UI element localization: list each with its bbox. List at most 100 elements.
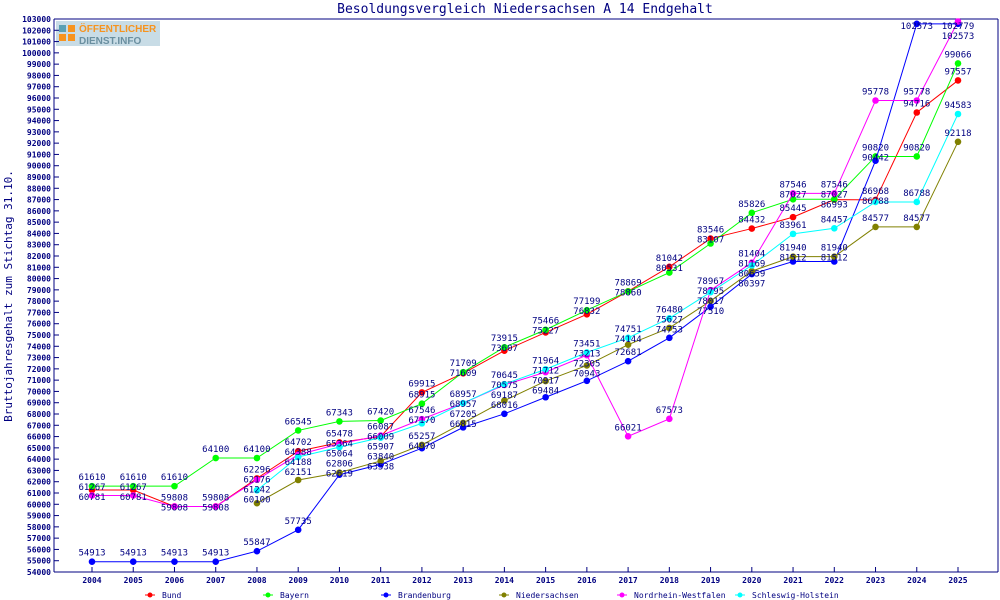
data-point bbox=[583, 377, 591, 385]
data-label: 61610 bbox=[78, 473, 105, 483]
data-label: 81404 bbox=[738, 250, 765, 260]
data-label: 64702 bbox=[285, 438, 312, 448]
data-point bbox=[830, 224, 838, 232]
data-label: 99066 bbox=[944, 50, 971, 60]
data-label: 60781 bbox=[78, 493, 105, 503]
data-point bbox=[830, 190, 838, 197]
data-label: 68957 bbox=[450, 390, 477, 400]
y-tick-label: 62000 bbox=[27, 478, 51, 487]
series-line bbox=[256, 113, 959, 491]
data-labels: 6161061267607815491361610612676078154913… bbox=[78, 22, 974, 559]
data-point bbox=[789, 213, 797, 221]
data-point bbox=[542, 365, 549, 373]
data-point bbox=[88, 492, 96, 499]
data-point bbox=[583, 362, 591, 369]
series-schleswig-holstein bbox=[253, 110, 962, 494]
data-point bbox=[872, 157, 879, 165]
data-point bbox=[789, 190, 797, 197]
data-point bbox=[789, 230, 797, 238]
data-label: 80659 bbox=[738, 270, 765, 280]
data-label: 66815 bbox=[450, 420, 477, 430]
data-point bbox=[666, 415, 673, 423]
y-tick-label: 90000 bbox=[27, 162, 51, 171]
data-label: 61610 bbox=[161, 473, 188, 483]
y-tick-label: 95000 bbox=[27, 105, 51, 114]
y-tick-label: 81000 bbox=[27, 263, 51, 272]
data-label: 64388 bbox=[285, 448, 312, 458]
x-tick-label: 2016 bbox=[577, 576, 596, 585]
y-tick-label: 92000 bbox=[27, 139, 51, 148]
y-tick-label: 79000 bbox=[27, 286, 51, 295]
y-tick-label: 63000 bbox=[27, 466, 51, 475]
data-label: 78869 bbox=[615, 278, 642, 288]
data-point bbox=[88, 558, 96, 565]
y-tick-label: 96000 bbox=[27, 94, 51, 103]
data-point bbox=[748, 262, 756, 269]
data-point bbox=[666, 334, 673, 342]
data-label: 90442 bbox=[862, 153, 889, 163]
data-label: 81512 bbox=[780, 254, 807, 264]
data-point bbox=[212, 558, 220, 565]
legend-label: Bayern bbox=[280, 591, 309, 600]
y-tick-label: 94000 bbox=[27, 117, 51, 126]
data-label: 74751 bbox=[615, 325, 642, 335]
data-point bbox=[129, 492, 137, 499]
data-label: 64188 bbox=[285, 458, 312, 468]
y-tick-label: 101000 bbox=[22, 38, 51, 47]
y-tick-label: 99000 bbox=[27, 60, 51, 69]
data-label: 87027 bbox=[780, 190, 807, 200]
y-tick-label: 97000 bbox=[27, 83, 51, 92]
data-label: 83961 bbox=[780, 221, 807, 231]
y-tick-label: 65000 bbox=[27, 444, 51, 453]
legend-label: Brandenburg bbox=[398, 591, 451, 600]
data-point bbox=[954, 110, 962, 118]
data-point bbox=[707, 297, 714, 305]
data-label: 95778 bbox=[903, 88, 930, 98]
data-label: 70943 bbox=[573, 369, 600, 379]
y-tick-label: 98000 bbox=[27, 71, 51, 80]
legend-label: Bund bbox=[162, 591, 181, 600]
data-label: 78860 bbox=[615, 288, 642, 298]
series-nordrhein-westfalen bbox=[88, 18, 962, 510]
logo-text-bottom: DIENST.INFO bbox=[79, 36, 141, 47]
data-point bbox=[913, 20, 921, 28]
data-label: 81169 bbox=[738, 260, 765, 270]
data-label: 59808 bbox=[161, 503, 188, 513]
data-label: 62296 bbox=[243, 465, 270, 475]
data-point bbox=[872, 223, 879, 231]
y-tick-label: 88000 bbox=[27, 184, 51, 193]
data-label: 70575 bbox=[491, 381, 518, 391]
legend: Bund Bayern Brandenburg Niedersachsen Nordrh… bbox=[145, 591, 839, 600]
data-label: 71709 bbox=[450, 359, 477, 369]
series-line bbox=[92, 23, 958, 563]
legend-label: Niedersachsen bbox=[516, 591, 579, 600]
data-point bbox=[377, 417, 384, 424]
data-point bbox=[954, 77, 962, 84]
x-tick-label: 2020 bbox=[742, 576, 761, 585]
data-point bbox=[294, 476, 302, 484]
y-tick-label: 102000 bbox=[22, 26, 51, 35]
legend-label: Nordrhein-Westfalen bbox=[634, 591, 726, 600]
x-tick-label: 2007 bbox=[206, 576, 225, 585]
data-point bbox=[789, 253, 797, 260]
data-label: 66021 bbox=[615, 423, 642, 433]
data-label: 81940 bbox=[780, 244, 807, 254]
data-point bbox=[253, 476, 261, 484]
data-label: 97557 bbox=[944, 67, 971, 77]
data-label: 75227 bbox=[532, 327, 559, 337]
y-tick-label: 85000 bbox=[27, 218, 51, 227]
data-point bbox=[171, 482, 178, 490]
y-tick-label: 59000 bbox=[27, 512, 51, 521]
y-tick-label: 64000 bbox=[27, 455, 51, 464]
data-label: 92118 bbox=[944, 129, 971, 139]
data-point bbox=[212, 503, 220, 510]
y-tick-label: 60000 bbox=[27, 500, 51, 509]
data-label: 77510 bbox=[697, 307, 724, 317]
x-tick-label: 2009 bbox=[289, 576, 308, 585]
data-label: 64970 bbox=[408, 442, 435, 452]
x-tick-label: 2018 bbox=[660, 576, 679, 585]
data-point bbox=[171, 503, 178, 510]
data-point bbox=[253, 454, 261, 462]
data-point bbox=[830, 195, 838, 203]
data-label: 78795 bbox=[697, 287, 724, 297]
